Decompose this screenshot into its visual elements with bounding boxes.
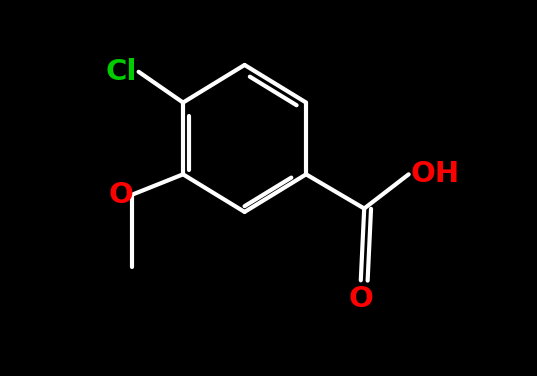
Text: O: O — [108, 181, 134, 209]
Text: OH: OH — [410, 160, 460, 188]
Text: Cl: Cl — [105, 58, 137, 86]
Text: O: O — [349, 285, 373, 314]
